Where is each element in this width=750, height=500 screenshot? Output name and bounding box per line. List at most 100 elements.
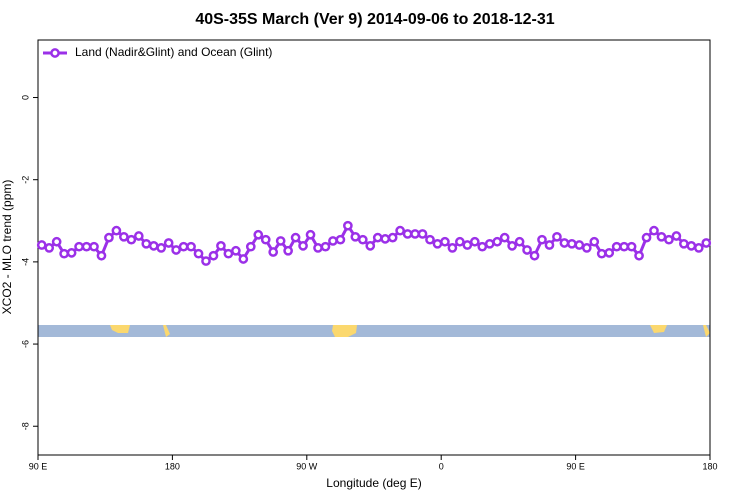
point <box>81 241 92 252</box>
point <box>320 241 331 252</box>
point <box>619 241 629 252</box>
point <box>611 241 622 252</box>
point <box>66 247 77 258</box>
point <box>335 234 346 245</box>
point <box>193 248 204 259</box>
point <box>89 241 99 252</box>
y-tick-label: -2 <box>20 176 30 184</box>
point <box>455 236 465 247</box>
point <box>447 243 458 253</box>
point <box>343 220 353 231</box>
point <box>656 231 667 242</box>
point <box>522 245 532 255</box>
point <box>245 241 256 252</box>
point <box>201 256 211 266</box>
point <box>395 225 405 236</box>
point <box>350 231 361 242</box>
point <box>410 229 420 239</box>
point <box>126 234 137 245</box>
y-tick-label: -4 <box>20 258 30 266</box>
point <box>425 234 435 245</box>
point <box>529 250 540 261</box>
legend-marker <box>50 48 60 58</box>
point <box>492 236 503 247</box>
point <box>634 250 644 261</box>
point <box>111 225 122 236</box>
point <box>36 240 47 250</box>
point <box>171 245 181 255</box>
point <box>589 236 600 247</box>
point <box>178 241 189 252</box>
point <box>51 236 62 247</box>
point <box>186 241 196 252</box>
point <box>432 238 443 249</box>
point <box>223 248 234 259</box>
point <box>365 241 376 251</box>
x-tick-label: 0 <box>439 461 444 471</box>
point <box>74 241 84 252</box>
point <box>462 240 473 250</box>
x-axis-label: Longitude (deg E) <box>326 476 421 490</box>
point <box>141 238 152 249</box>
point <box>380 234 391 244</box>
point <box>477 241 488 252</box>
point <box>59 248 69 259</box>
point <box>208 250 219 261</box>
point <box>469 236 480 247</box>
point <box>283 245 293 256</box>
point <box>402 229 413 239</box>
point <box>440 236 450 247</box>
point <box>253 229 264 240</box>
x-tick-label: 180 <box>702 461 717 471</box>
point <box>260 234 271 245</box>
y-tick-label: -6 <box>20 340 30 348</box>
point <box>313 243 323 253</box>
point <box>133 231 144 241</box>
x-tick-label: 90 E <box>29 461 48 471</box>
point <box>567 238 577 249</box>
point <box>641 232 652 243</box>
point <box>686 241 697 251</box>
point <box>119 231 129 242</box>
point <box>417 229 428 239</box>
point <box>328 236 338 246</box>
point <box>693 243 704 253</box>
point <box>544 240 555 250</box>
point <box>507 241 517 251</box>
point <box>96 250 107 261</box>
point <box>484 238 495 249</box>
point <box>499 232 510 243</box>
point <box>231 245 241 256</box>
point <box>156 243 167 253</box>
point <box>679 238 689 249</box>
point <box>104 232 114 243</box>
point <box>581 243 592 253</box>
point <box>44 243 55 253</box>
y-axis-label: XCO2 - MLO trend (ppm) <box>0 180 14 315</box>
point <box>664 234 674 245</box>
y-tick-label: -8 <box>20 422 30 430</box>
point <box>574 240 585 250</box>
point <box>216 241 226 251</box>
point <box>238 254 249 264</box>
land-ocean-strip <box>38 325 710 337</box>
point <box>305 229 316 240</box>
point <box>671 231 682 241</box>
point <box>514 236 525 247</box>
point <box>387 232 398 243</box>
x-tick-label: 90 E <box>566 461 585 471</box>
point <box>268 247 279 257</box>
point <box>148 241 159 251</box>
chart-title: 40S-35S March (Ver 9) 2014-09-06 to 2018… <box>195 11 554 28</box>
point <box>275 236 286 246</box>
point <box>552 231 562 242</box>
legend-label: Land (Nadir&Glint) and Ocean (Glint) <box>75 45 272 59</box>
point <box>604 247 615 258</box>
point <box>701 238 712 248</box>
x-tick-label: 90 W <box>296 461 318 471</box>
point <box>626 241 637 252</box>
point <box>596 248 607 259</box>
point <box>163 238 174 248</box>
point <box>357 234 368 245</box>
